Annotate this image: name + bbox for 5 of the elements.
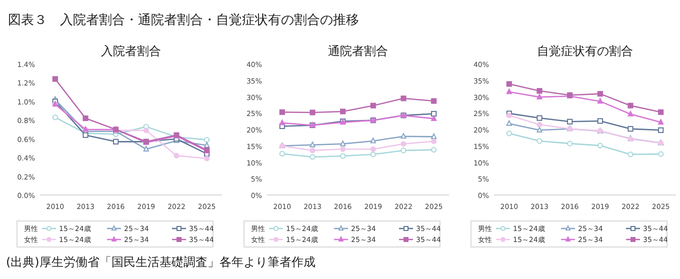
chart-title: 通院者割合 (328, 44, 388, 58)
chart-title: 自覚症状有の割合 (537, 44, 633, 58)
chart-title: 入院者割合 (101, 44, 161, 58)
text: (出典)厚生労働省「国民生活基礎調査」各年より筆者作成 (6, 255, 316, 269)
text: 図表３ 入院者割合・通院者割合・自覚症状有の割合の推移 (8, 13, 359, 28)
